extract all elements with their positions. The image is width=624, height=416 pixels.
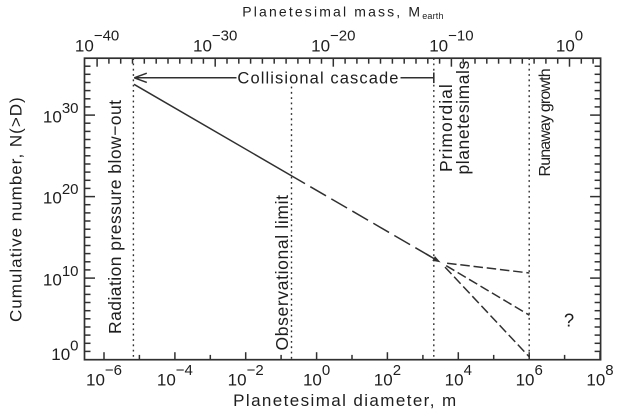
- svg-text:10−40: 10−40: [75, 28, 119, 56]
- svg-text:Radiation pressure blow−out: Radiation pressure blow−out: [105, 100, 125, 334]
- svg-text:Cumulative number, N(>D): Cumulative number, N(>D): [7, 96, 26, 322]
- svg-text:planetesimals: planetesimals: [453, 60, 473, 174]
- svg-text:Planetesimal mass, Mearth: Planetesimal mass, Mearth: [242, 3, 443, 21]
- svg-text:102: 102: [374, 362, 401, 390]
- svg-text:Observational limit: Observational limit: [272, 194, 292, 350]
- svg-text:10−6: 10−6: [86, 362, 122, 390]
- svg-text:10−30: 10−30: [193, 28, 237, 56]
- svg-text:10−10: 10−10: [429, 28, 473, 56]
- svg-text:Runaway growth: Runaway growth: [537, 69, 554, 176]
- svg-text:1010: 1010: [43, 263, 79, 290]
- svg-text:100: 100: [51, 338, 78, 365]
- svg-text:100: 100: [556, 28, 583, 56]
- svg-text:?: ?: [564, 309, 574, 330]
- svg-text:100: 100: [303, 362, 330, 390]
- svg-text:1030: 1030: [43, 100, 79, 127]
- svg-text:108: 108: [586, 362, 613, 390]
- svg-text:Collisional cascade: Collisional cascade: [237, 69, 399, 87]
- svg-text:10−4: 10−4: [157, 362, 193, 390]
- svg-text:10−20: 10−20: [311, 28, 355, 56]
- svg-text:106: 106: [516, 362, 543, 390]
- svg-text:104: 104: [445, 362, 472, 390]
- svg-text:1020: 1020: [43, 181, 79, 208]
- svg-text:10−2: 10−2: [228, 362, 264, 390]
- svg-text:Planetesimal diameter, m: Planetesimal diameter, m: [233, 391, 457, 410]
- svg-text:Primordial: Primordial: [436, 83, 456, 172]
